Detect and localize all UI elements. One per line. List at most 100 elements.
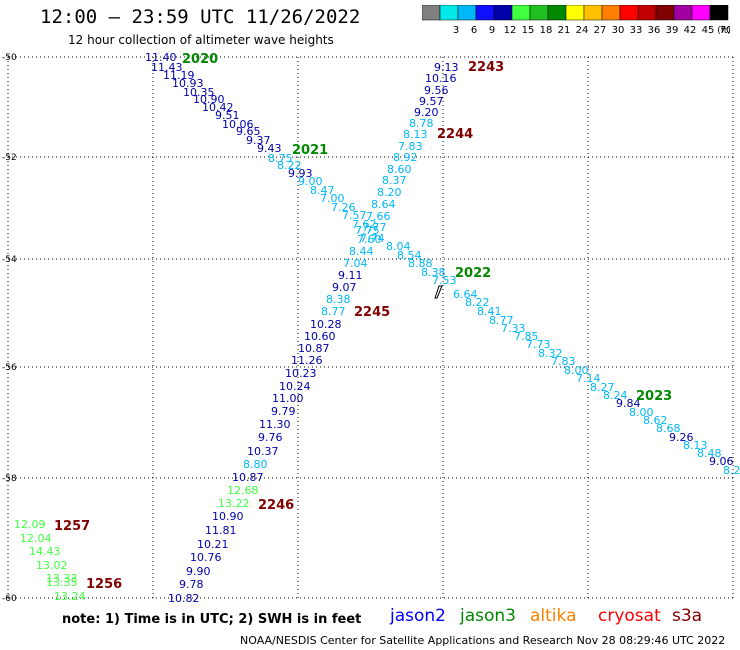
wave-height-label: 10.76 [190,551,222,564]
colorbar-label: 39 [666,25,679,36]
map-grid [7,56,734,599]
pass-number-label: 2020 [182,52,218,67]
wave-height-label: 8.77 [321,305,346,318]
wave-height-label: 10.21 [197,538,229,551]
wave-height-label: 12.04 [20,532,52,545]
wave-height-label: 8.77 [489,314,514,327]
wave-height-label: 7.57 [342,209,367,222]
wave-height-label: 14.43 [29,545,61,558]
colorbar-label: 3 [453,25,459,36]
wave-height-label: 7.66 [366,210,391,223]
wave-height-label: 9.26 [669,431,694,444]
colorbar-unit: (ft) [717,26,730,36]
wave-height-label: 7.85 [514,330,539,343]
wave-height-label: 12.09 [14,518,46,531]
pass-number-label: 2022 [455,266,491,281]
wave-height-label: 9.56 [424,84,449,97]
wave-height-label: 8.44 [349,245,374,258]
pass-number-label: 2023 [636,389,672,404]
wave-height-label: 8.62 [643,414,668,427]
legend-note: note: 1) Time is in UTC; 2) SWH is in fe… [62,612,362,627]
colorbar-label: 42 [684,25,697,36]
pass-number-label: 2244 [437,127,473,142]
colorbar-label: 6 [471,25,477,36]
wave-height-label: 9.90 [186,565,211,578]
colorbar-label: 36 [648,25,661,36]
wave-height-label: 9.76 [258,431,283,444]
wave-height-label: 7.04 [343,257,368,270]
wave-height-label: 13.22 [218,497,250,510]
wave-height-label: 13.33 [46,572,78,585]
wave-height-label: 11.30 [259,418,291,431]
wave-height-label: 8.20 [377,186,402,199]
wave-height-label: 7.73 [526,338,551,351]
wave-height-label: 8.48 [697,447,722,460]
wave-height-label: 9.43 [257,142,282,155]
wave-height-label: 8.75 [268,152,293,165]
wave-height-label: 8.2 [723,464,740,477]
footer-credit: NOAA/NESDIS Center for Satellite Applica… [240,634,726,647]
wave-height-label: 8.88 [408,257,433,270]
wave-height-label: 8.13 [683,439,708,452]
pass-number-label: 1257 [54,519,90,534]
wave-height-label: 11.40 [145,51,177,64]
colorbar-label: 21 [558,25,571,36]
wave-height-label: 12.68 [227,484,259,497]
colorbar-label: 15 [522,25,535,36]
wave-height-label: 10.87 [232,471,264,484]
wave-height-label: 7.74 [360,232,385,245]
wave-height-label: 7.83 [551,355,576,368]
wave-height-label: 11.00 [272,392,304,405]
wave-height-label: 8.13 [403,128,428,141]
wave-height-label: 9.84 [616,397,641,410]
wave-height-label: 10.60 [304,330,336,343]
wave-height-label: 8.00 [629,406,654,419]
wave-height-label: 8.38 [326,293,351,306]
wave-height-label: 9.07 [332,281,357,294]
wave-height-label: 11.19 [163,69,195,82]
colorbar-label: 33 [630,25,643,36]
colorbar-swatch [709,5,729,21]
wave-height-label: 7.77 [362,221,387,234]
wave-height-label: 7.33 [501,322,526,335]
wave-height-label: 7.60 [357,233,382,246]
colorbar-label: 30 [612,25,625,36]
wave-height-label: 7.53 [432,274,457,287]
satellite-legend-cryosat: cryosat [598,606,661,626]
wave-height-label: 9.13 [434,61,459,74]
wave-height-label: 7.75 [355,224,380,237]
colorbar-label: 18 [540,25,553,36]
axis-tick-labels: 150153156159162165-50-52-54-56-58-60 [2,53,17,604]
colorbar-label: 12 [504,25,517,36]
map-subtitle: 12 hour collection of altimeter wave hei… [68,33,334,47]
pass-number-label: 1256 [86,577,122,592]
wave-height-label: 9.57 [419,95,444,108]
wave-height-label: 13.02 [36,559,68,572]
wave-height-label: 8.27 [590,381,615,394]
map-title: 12:00 — 23:59 UTC 11/26/2022 [40,6,361,28]
pass-number-label: 2246 [258,498,294,513]
wave-height-label: 7.62 [352,218,377,231]
wave-height-label: 10.35 [183,86,215,99]
wave-height-label: 8.54 [397,249,422,262]
satellite-legend-s3a: s3a [672,606,703,626]
wave-height-label: 8.64 [371,198,396,211]
wave-height-label: 10.23 [285,367,317,380]
wave-height-label: 8.04 [386,240,411,253]
wave-height-label: 7.14 [576,372,601,385]
satellite-legend-altika: altika [530,606,577,626]
wave-height-label: 8.38 [421,266,446,279]
lat-tick-label: -52 [2,153,17,163]
wave-height-map: 150153156159162165-50-52-54-56-58-60 11.… [2,51,740,605]
colorbar-label: 9 [489,25,495,36]
wave-height-label: 7.83 [398,140,423,153]
lat-tick-label: -56 [2,363,17,373]
wave-height-label: 10.87 [298,342,330,355]
wave-height-label: 11.43 [151,61,183,74]
wave-height-label: 10.90 [212,510,244,523]
wave-height-label: 9.93 [288,167,313,180]
pass-labels: 2020 2021 2022 2023 2243 2244 2245 2246 1257 1256 [54,52,672,592]
wave-height-label: 9.79 [271,405,296,418]
lat-tick-label: -54 [2,255,17,265]
lat-tick-label: -58 [2,474,17,484]
